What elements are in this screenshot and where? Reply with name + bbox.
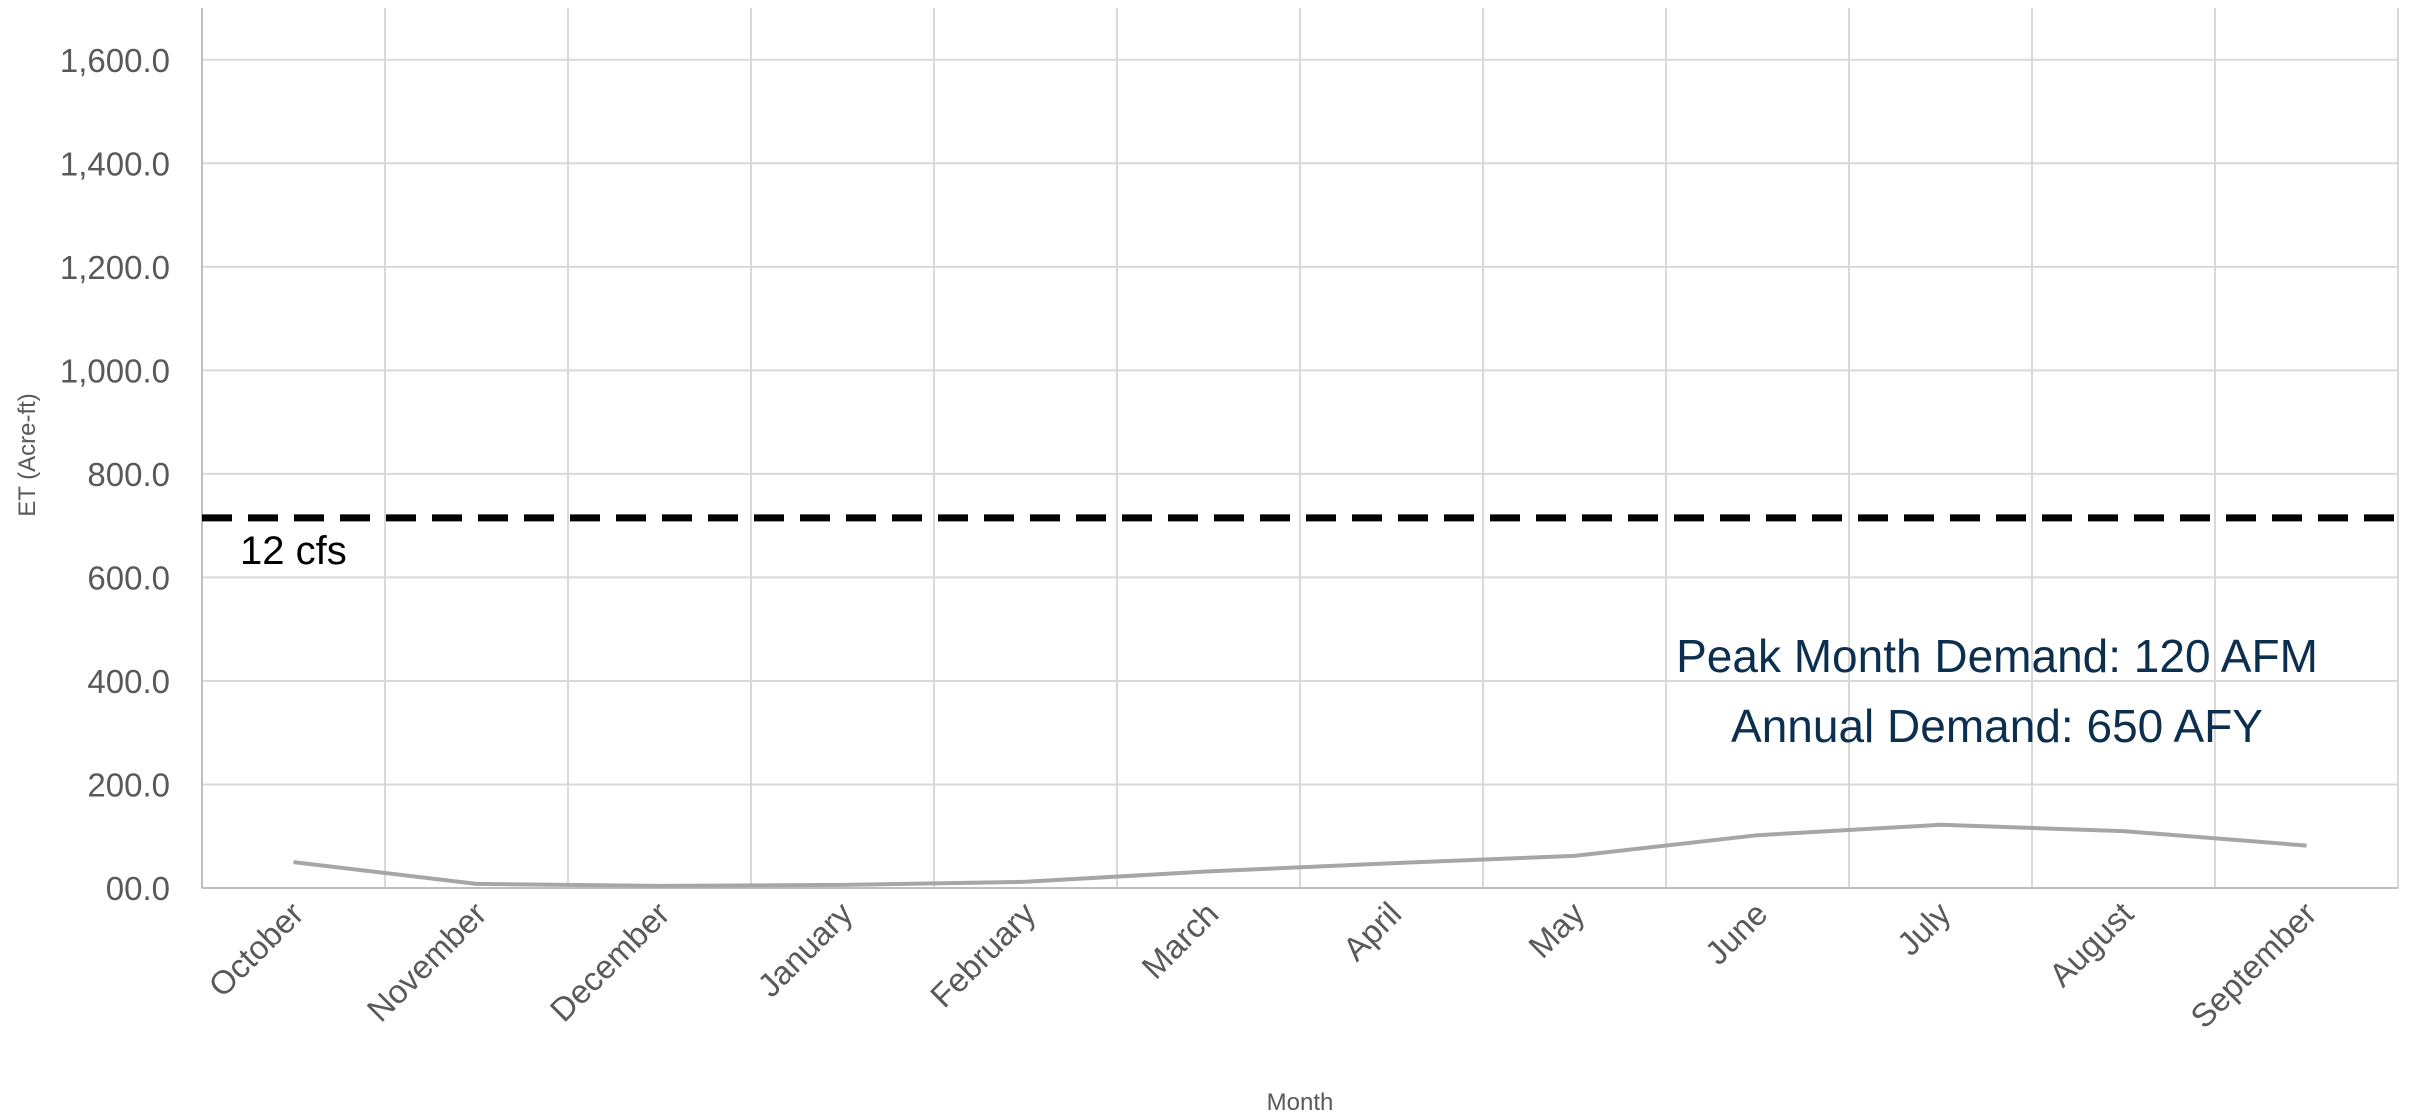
x-tick-label: April bbox=[1336, 895, 1409, 968]
y-tick-label: 400.0 bbox=[87, 663, 170, 700]
y-tick-label: 1,200.0 bbox=[60, 249, 170, 286]
x-tick-label: October bbox=[201, 895, 310, 1004]
x-tick-label: December bbox=[543, 895, 677, 1029]
series-line bbox=[293, 822, 2307, 888]
x-tick-label: November bbox=[360, 895, 494, 1029]
axes bbox=[201, 8, 2398, 889]
x-tick-label: February bbox=[923, 894, 1043, 1014]
ref-line-label: 12 cfs bbox=[240, 529, 347, 573]
x-tick-label: March bbox=[1134, 895, 1225, 986]
y-tick-label: 1,400.0 bbox=[60, 145, 170, 182]
x-tick-label: July bbox=[1890, 894, 1958, 962]
x-tick-label: August bbox=[2042, 895, 2141, 994]
y-tick-label: 800.0 bbox=[87, 456, 170, 493]
y-tick-label: 00.0 bbox=[106, 870, 170, 907]
gridlines bbox=[202, 8, 2399, 888]
y-tick-label: 600.0 bbox=[87, 559, 170, 596]
y-axis-title: ET (Acre-ft) bbox=[14, 393, 41, 517]
series-lines bbox=[293, 822, 2307, 888]
y-tick-label: 200.0 bbox=[87, 766, 170, 803]
x-tick-label: September bbox=[2183, 895, 2323, 1035]
x-tick-label: June bbox=[1698, 895, 1775, 972]
y-axis-ticks: 00.0 200.0 400.0 600.0 800.0 1,000.0 1,200.0 1,… bbox=[60, 42, 170, 907]
y-tick-label: 1,000.0 bbox=[60, 352, 170, 389]
x-tick-label: May bbox=[1521, 894, 1592, 965]
x-axis-ticks: October November December January February Ma… bbox=[201, 894, 2323, 1035]
x-axis-title: Month bbox=[1267, 1089, 1334, 1116]
y-tick-label: 1,600.0 bbox=[60, 42, 170, 79]
annotation-peak-demand: Peak Month Demand: 120 AFM bbox=[1676, 630, 2318, 682]
x-tick-label: January bbox=[750, 894, 860, 1004]
annotation-annual-demand: Annual Demand: 650 AFY bbox=[1731, 700, 2263, 752]
